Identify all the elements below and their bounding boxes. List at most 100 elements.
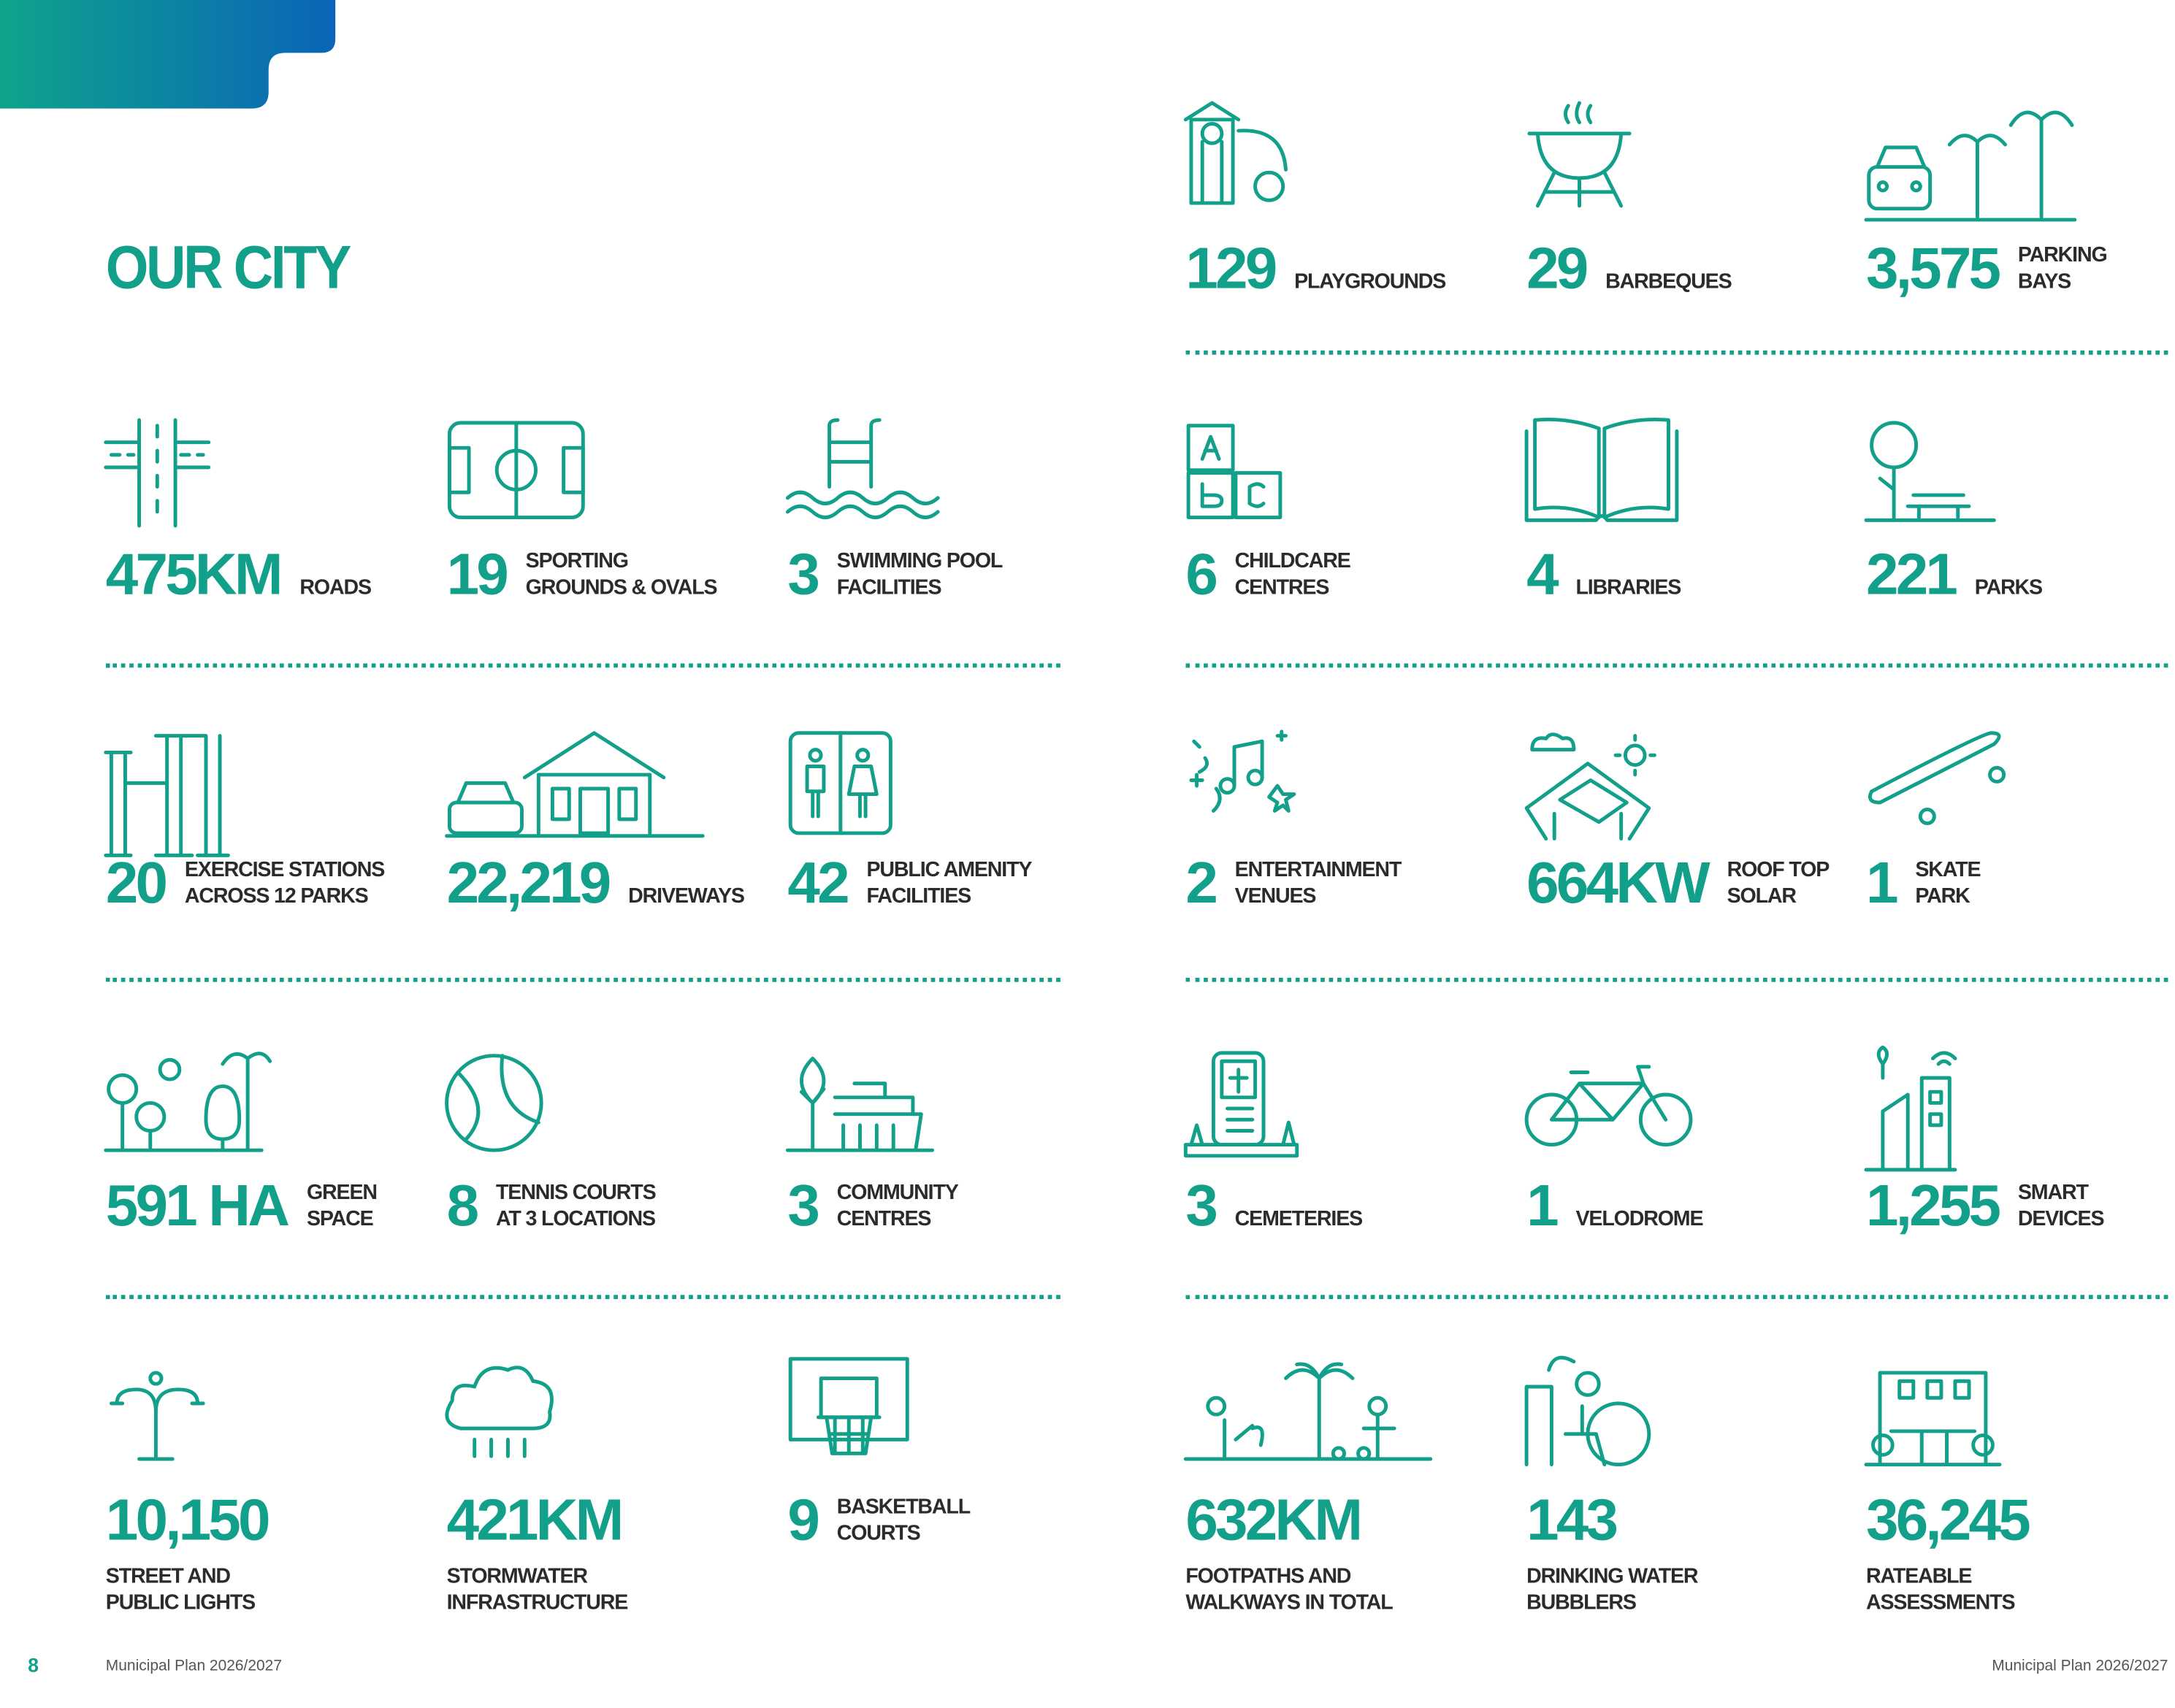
stat: 36,245 RATEABLE ASSESSMENTS bbox=[1866, 1490, 2031, 1619]
stat-label: TENNIS COURTS AT 3 LOCATIONS bbox=[495, 1179, 657, 1235]
label-line: PUBLIC AMENITY bbox=[866, 858, 1032, 882]
stat: 1 SKATE PARK bbox=[1866, 854, 1981, 912]
stat: 9 BASKETBALL COURTS bbox=[787, 1487, 971, 1552]
stat-number: 143 bbox=[1526, 1487, 1618, 1552]
stat-icon bbox=[447, 421, 585, 520]
stat-icon bbox=[445, 1054, 543, 1152]
stat-label: PUBLIC AMENITY FACILITIES bbox=[866, 857, 1032, 912]
label-line: GREEN bbox=[306, 1181, 378, 1205]
stat-icon bbox=[1186, 424, 1283, 520]
stat-icon bbox=[1183, 1362, 1433, 1461]
label-line: SPACE bbox=[306, 1207, 374, 1231]
stat-number: 8 bbox=[446, 1172, 480, 1238]
stat-number: 1 bbox=[1526, 1172, 1559, 1238]
label-line: ENTERTAINMENT bbox=[1234, 858, 1402, 882]
label-line: PARKING bbox=[2017, 243, 2108, 267]
stat-label: DRINKING WATER BUBBLERS bbox=[1526, 1563, 1698, 1619]
label-line: ROOF TOP bbox=[1727, 858, 1830, 882]
divider bbox=[1185, 350, 2168, 355]
label-line: RATEABLE bbox=[1866, 1564, 1972, 1589]
stat-icon bbox=[1189, 729, 1296, 813]
label-line: SPORTING bbox=[525, 549, 629, 573]
stat-number: 3 bbox=[787, 1172, 820, 1238]
stat-number: 3 bbox=[1185, 1172, 1218, 1238]
stat-label: ENTERTAINMENT VENUES bbox=[1235, 857, 1402, 912]
corner-banner bbox=[0, 0, 336, 109]
stat-number: 3,575 bbox=[1866, 234, 2001, 301]
stat-label: FOOTPATHS AND WALKWAYS IN TOTAL bbox=[1185, 1563, 1393, 1619]
stat-label: SMART DEVICES bbox=[2018, 1179, 2105, 1235]
stat-label: STREET AND PUBLIC LIGHTS bbox=[106, 1563, 256, 1619]
stat: 10,150 STREET AND PUBLIC LIGHTS bbox=[105, 1487, 271, 1619]
stat: 143 DRINKING WATER BUBBLERS bbox=[1526, 1487, 1698, 1619]
label-line: PLAYGROUNDS bbox=[1294, 269, 1446, 294]
stat-number: 591 HA bbox=[105, 1172, 290, 1238]
stat-icon bbox=[785, 418, 940, 520]
stat-number: 421KM bbox=[446, 1487, 624, 1552]
stat-icon bbox=[1864, 1045, 1957, 1172]
stat: 221 PARKS bbox=[1866, 545, 2043, 604]
stat-label: PARKS bbox=[1974, 575, 2043, 604]
stat: 3 COMMUNITY CENTRES bbox=[787, 1172, 959, 1238]
stat-label: ROADS bbox=[299, 575, 372, 604]
label-line: ROADS bbox=[299, 575, 372, 600]
label-line: CENTRES bbox=[836, 1207, 932, 1231]
stat-icon bbox=[1864, 110, 2077, 222]
stat-label: DRIVEWAYS bbox=[628, 883, 745, 912]
stat-label: CEMETERIES bbox=[1235, 1206, 1364, 1235]
stat-label: GREEN SPACE bbox=[306, 1179, 378, 1235]
stat-label: VELODROME bbox=[1575, 1206, 1703, 1235]
stat-icon bbox=[1183, 1051, 1299, 1158]
stat: 129 PLAYGROUNDS bbox=[1185, 239, 1446, 298]
label-line: SWIMMING POOL bbox=[836, 549, 1004, 573]
stat: 3,575 PARKING BAYS bbox=[1866, 234, 2108, 301]
stat: 8 TENNIS COURTS AT 3 LOCATIONS bbox=[446, 1172, 657, 1238]
stat-number: 19 bbox=[446, 540, 509, 607]
stat-number: 10,150 bbox=[105, 1487, 271, 1552]
stat-label: COMMUNITY CENTRES bbox=[836, 1179, 959, 1235]
stat-number: 42 bbox=[787, 849, 849, 916]
stat-icon bbox=[445, 731, 705, 838]
stat-icon bbox=[104, 734, 230, 857]
stat: 591 HA GREEN SPACE bbox=[105, 1172, 378, 1238]
stat-icon bbox=[1524, 732, 1656, 841]
label-line: CHILDCARE bbox=[1234, 549, 1351, 573]
label-line: BASKETBALL bbox=[836, 1495, 971, 1519]
stat: 22,219 DRIVEWAYS bbox=[446, 849, 745, 916]
stat-number: 4 bbox=[1526, 540, 1559, 607]
label-line: PARK bbox=[1915, 884, 1970, 908]
stat-number: 20 bbox=[105, 849, 168, 916]
divider bbox=[1185, 1295, 2168, 1299]
stat-number: 22,219 bbox=[446, 849, 612, 916]
footer-text: Municipal Plan 2026/2027 bbox=[1992, 1658, 2168, 1675]
stat-label: CHILDCARE CENTRES bbox=[1234, 548, 1351, 603]
stat-label: RATEABLE ASSESSMENTS bbox=[1866, 1563, 2016, 1619]
label-line: COURTS bbox=[836, 1521, 921, 1546]
stat: 1 VELODROME bbox=[1526, 1172, 1703, 1238]
stat-icon bbox=[104, 418, 211, 528]
stat-icon bbox=[1864, 1371, 2002, 1467]
stat-label: BASKETBALL COURTS bbox=[836, 1494, 971, 1550]
divider bbox=[105, 663, 1060, 668]
label-line: SOLAR bbox=[1727, 884, 1797, 908]
stat-icon bbox=[1524, 417, 1679, 522]
stat-icon bbox=[445, 1366, 554, 1458]
divider bbox=[1185, 978, 2168, 982]
stat-label: PLAYGROUNDS bbox=[1294, 269, 1446, 298]
label-line: VENUES bbox=[1234, 884, 1317, 908]
stat-label: ROOF TOP SOLAR bbox=[1727, 857, 1830, 912]
stat-label: LIBRARIES bbox=[1575, 575, 1681, 604]
divider bbox=[105, 1295, 1060, 1299]
label-line: AT 3 LOCATIONS bbox=[495, 1207, 656, 1231]
label-line: BAYS bbox=[2017, 269, 2071, 294]
stat-label: BARBEQUES bbox=[1605, 269, 1732, 298]
label-line: PARKS bbox=[1974, 575, 2043, 600]
stat-label: SKATE PARK bbox=[1915, 857, 1981, 912]
stat: 19 SPORTING GROUNDS & OVALS bbox=[446, 540, 718, 607]
footer-text: Municipal Plan 2026/2027 bbox=[105, 1658, 283, 1675]
stat: 2 ENTERTAINMENT VENUES bbox=[1185, 854, 1402, 912]
label-line: COMMUNITY bbox=[836, 1181, 959, 1205]
stat: 3 SWIMMING POOL FACILITIES bbox=[787, 545, 1004, 604]
stat-number: 9 bbox=[787, 1487, 820, 1552]
